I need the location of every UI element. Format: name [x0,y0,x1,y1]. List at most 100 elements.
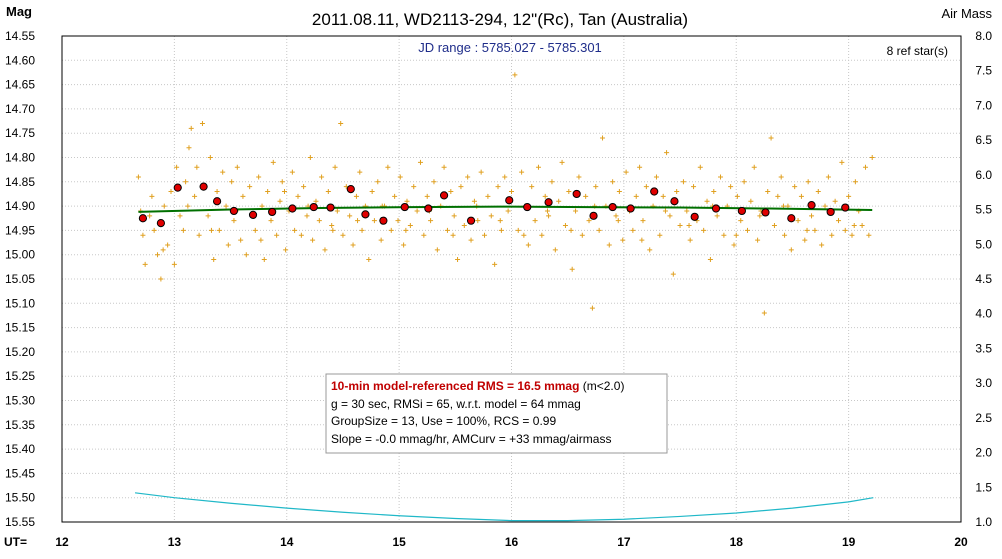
raw-point [265,189,271,195]
raw-point [566,189,572,195]
raw-point [135,174,141,180]
y-tick-label: 15.20 [5,345,35,359]
raw-point [316,218,322,224]
raw-point [748,198,754,204]
raw-point [866,232,872,238]
x-axis-label: UT= [4,535,27,549]
y-tick-label: 14.65 [5,78,35,92]
raw-point [313,198,319,204]
raw-point [468,237,474,243]
raw-point [613,213,619,219]
y2-axis-label: Air Mass [941,6,992,21]
raw-point [183,179,189,185]
raw-point [822,203,828,209]
raw-point [771,223,777,229]
raw-point [329,223,335,229]
raw-point [270,159,276,165]
binned-point [572,189,581,199]
raw-point [319,174,325,180]
raw-point [395,218,401,224]
raw-point [615,218,621,224]
raw-point [289,169,295,175]
y2-tick-label: 3.5 [975,341,992,355]
raw-point [819,242,825,248]
raw-point [593,184,599,190]
raw-point [674,189,680,195]
raw-point [322,247,328,253]
raw-point [542,193,548,199]
raw-point [839,159,845,165]
binned-point [608,202,617,212]
raw-point [701,227,707,233]
raw-point [757,213,763,219]
raw-point [340,232,346,238]
raw-point [234,164,240,170]
binned-point [248,210,258,219]
raw-point [852,179,858,185]
raw-point [240,193,246,199]
raw-point [205,213,211,219]
raw-point [334,208,340,214]
raw-point [366,257,372,263]
y-tick-label: 15.10 [5,296,35,310]
raw-point [140,232,146,238]
raw-point [792,184,798,190]
y-axis-label: Mag [6,4,32,19]
raw-point [664,150,670,156]
binned-point [841,203,850,212]
y-tick-label: 14.60 [5,53,35,67]
x-tick-label: 14 [280,535,294,549]
raw-point [509,189,514,195]
binned-points-group [138,182,850,228]
raw-point [640,218,646,224]
raw-point [846,193,852,199]
raw-point [252,227,258,233]
raw-point [353,193,359,199]
raw-point [332,164,338,170]
raw-point [738,218,744,224]
raw-point [851,223,857,229]
raw-point [559,159,565,165]
raw-point [268,218,274,224]
binned-point [212,197,222,206]
raw-point [721,232,727,238]
y-tick-label: 14.70 [5,102,35,116]
raw-point [782,232,788,238]
y2-tick-label: 1.5 [975,480,992,494]
binned-point [650,187,659,196]
raw-point [711,189,717,195]
raw-point [277,198,283,204]
binned-point [826,207,835,217]
binned-point [288,204,297,213]
y2-tick-labels: 8.0 7.5 7.0 6.5 6.0 5.5 5.0 4.5 4.0 3.5 3.0 2.5 2.0 1… [975,29,992,529]
raw-point [704,198,710,204]
y2-tick-label: 2.5 [975,411,992,425]
raw-point [832,198,838,204]
raw-point [199,120,205,126]
raw-point [529,184,535,190]
raw-point [552,247,558,253]
y-tick-labels: 14.55 14.60 14.65 14.70 14.75 14.80 14.85 14.90… [5,29,35,529]
raw-point [785,203,791,209]
raw-point [220,169,226,175]
raw-point [451,213,457,219]
raw-point [155,252,161,258]
raw-point [707,257,713,263]
jd-range: JD range : 5785.027 - 5785.301 [418,40,602,55]
airmass-curve-group [134,492,874,522]
x-tick-label: 12 [55,535,69,549]
raw-point [583,193,589,199]
x-tick-label: 13 [168,535,182,549]
y-tick-label: 15.15 [5,321,35,335]
y-tick-label: 15.25 [5,369,35,383]
raw-point [417,159,423,165]
raw-point [684,208,690,214]
raw-point [403,227,409,233]
y-tick-label: 15.05 [5,272,35,286]
raw-point [421,232,427,238]
raw-point [741,179,747,185]
chart-title: 2011.08.11, WD2113-294, 12"(Rc), Tan (Au… [312,10,688,29]
raw-points-group [135,72,875,316]
raw-point [805,179,811,185]
raw-point [355,218,361,224]
